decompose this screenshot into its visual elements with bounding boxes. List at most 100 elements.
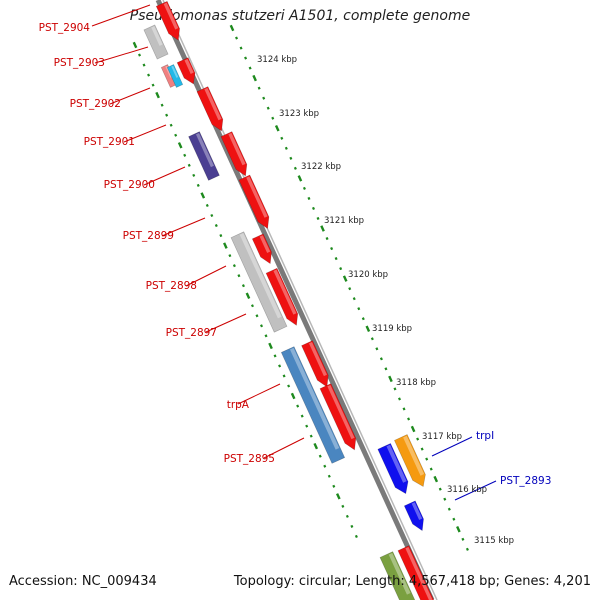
tick-mark [155, 91, 160, 99]
gene-label[interactable]: PST_2903 [54, 57, 105, 69]
gene-red-1[interactable] [155, 0, 184, 42]
gene-cyan-1[interactable] [166, 64, 184, 88]
gene-label[interactable]: PST_2898 [146, 280, 197, 292]
gene-red-3[interactable] [196, 86, 227, 134]
tick-mark [264, 334, 268, 338]
tick-mark [429, 467, 433, 471]
gene-red-7-shine [273, 269, 297, 315]
gene-label[interactable]: PST_2897 [166, 327, 217, 339]
tick-mark [260, 324, 264, 328]
leader-line [94, 46, 149, 64]
tick-mark [365, 325, 371, 332]
backbone-line [155, 0, 435, 600]
gene-red-3-shine [204, 87, 222, 121]
gene-label[interactable]: PST_2904 [39, 22, 91, 34]
tick-mark [278, 364, 282, 368]
topology-text: Topology: circular; Length: 4,567,418 bp… [233, 574, 591, 589]
gene-red-9[interactable] [319, 383, 360, 453]
tick-mark [327, 474, 331, 478]
tick-mark [138, 53, 142, 57]
gene-label[interactable]: PST_2901 [84, 136, 135, 148]
gene-gray-1[interactable] [143, 24, 169, 60]
tick-mark [420, 447, 424, 451]
gene-red-4[interactable] [220, 131, 251, 179]
tick-mark [318, 454, 322, 458]
tick-mark [232, 264, 236, 268]
scale-labels: 3124 kbp 3123 kbp 3122 kbp 3121 kbp 3120 kbp… [257, 55, 514, 546]
gene-red-7[interactable] [265, 267, 302, 328]
tick-mark [425, 457, 429, 461]
gene-red-6-shine [259, 235, 271, 253]
gene-pink-1-shine [165, 65, 173, 78]
gene-blue-2[interactable] [403, 500, 427, 533]
gene-red-5-shape [238, 174, 270, 230]
tick-mark [341, 504, 345, 508]
gene-label[interactable]: trpA [227, 399, 250, 411]
gene-red-7-shape [265, 267, 299, 326]
tick-mark [438, 487, 442, 491]
tick-mark [296, 404, 300, 408]
gene-label[interactable]: PST_2900 [104, 179, 155, 191]
gene-red-2-shine [184, 59, 194, 74]
tick-mark [330, 247, 334, 251]
gene-orange-1[interactable] [394, 434, 429, 490]
gene-navy-1[interactable] [188, 131, 220, 181]
leader-line [431, 436, 473, 457]
leader-line [185, 265, 227, 287]
gene-blue-1[interactable] [377, 443, 412, 496]
gene-label[interactable]: PST_2899 [123, 230, 174, 242]
leader-line [143, 166, 186, 186]
gene-red-5[interactable] [238, 174, 273, 231]
gene-orange-1-shine [403, 435, 425, 476]
gene-gray-1-shape [143, 24, 169, 60]
gene-gray-1-shine [151, 26, 163, 46]
tick-mark [237, 274, 241, 278]
tick-mark [177, 142, 183, 149]
gene-red-10[interactable] [397, 545, 438, 600]
gene-red-9-shape [319, 383, 357, 451]
tick-mark [257, 86, 261, 90]
tick-mark [465, 547, 469, 551]
tick-mark [274, 125, 280, 132]
gene-red-2[interactable] [176, 57, 199, 87]
label-leader-lines [91, 4, 497, 501]
gene-olive-1[interactable] [379, 551, 417, 600]
tick-mark [361, 317, 365, 321]
tick-mark [307, 196, 311, 200]
tick-mark [271, 116, 275, 120]
leader-line [454, 480, 497, 501]
gene-red-10-shine [405, 546, 433, 600]
tick-mark [443, 497, 447, 501]
gene-steel-1[interactable] [280, 346, 346, 464]
tick-mark [287, 384, 291, 388]
tick-mark [313, 442, 319, 450]
gene-red-1-shine [163, 2, 179, 30]
tick-mark [398, 397, 402, 401]
tick-mark [205, 203, 209, 208]
tick-mark [379, 357, 383, 361]
tick-mark [345, 514, 349, 518]
tick-mark [214, 223, 218, 228]
gene-red-10-shape [397, 545, 435, 600]
tick-mark [132, 41, 138, 49]
gene-label[interactable]: trpI [476, 430, 494, 442]
scale-label: 3116 kbp [447, 485, 487, 495]
tick-mark [339, 267, 343, 271]
tick-mark [407, 417, 411, 421]
gene-red-8-shine [308, 342, 327, 377]
gene-red-4-shape [220, 131, 248, 177]
gene-label[interactable]: PST_2895 [224, 453, 275, 465]
gene-label[interactable]: PST_2902 [70, 98, 121, 110]
tick-mark [335, 493, 341, 500]
gene-label[interactable]: PST_2893 [500, 475, 551, 487]
scale-label: 3121 kbp [324, 216, 364, 226]
tick-mark [174, 133, 178, 137]
scale-ticks [132, 24, 469, 551]
gene-navy-1-shape [188, 131, 220, 181]
gene-red-8[interactable] [301, 340, 333, 390]
gene-red-6[interactable] [251, 233, 275, 266]
gene-red-3-shape [196, 86, 224, 132]
leader-line [109, 87, 151, 105]
gene-gray-2[interactable] [230, 231, 288, 333]
tick-mark [268, 342, 273, 350]
